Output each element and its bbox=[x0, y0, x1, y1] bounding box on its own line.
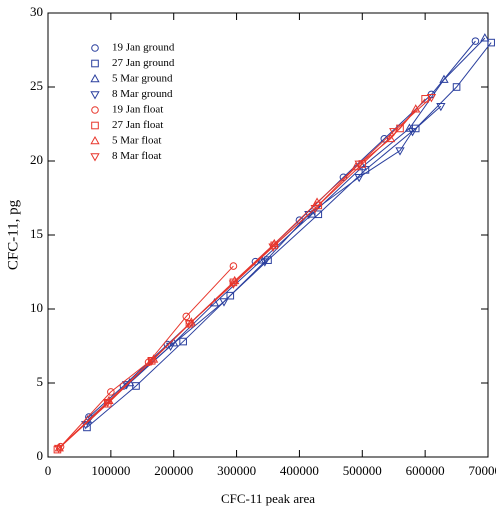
marker bbox=[304, 210, 314, 220]
marker bbox=[389, 128, 399, 137]
marker bbox=[226, 291, 235, 300]
marker bbox=[436, 102, 446, 112]
legend-label: 5 Mar float bbox=[112, 135, 161, 147]
marker bbox=[147, 357, 157, 366]
x-tick-label: 400000 bbox=[280, 463, 319, 478]
x-tick-label: 700000 bbox=[469, 463, 496, 478]
marker bbox=[228, 280, 239, 289]
legend-label: 19 Jan float bbox=[112, 104, 163, 116]
x-tick-label: 500000 bbox=[343, 463, 382, 478]
marker bbox=[439, 74, 449, 83]
legend: 19 Jan ground 27 Jan ground 5 Mar ground 8 … bbox=[90, 42, 175, 162]
legend-marker bbox=[90, 91, 100, 100]
marker bbox=[452, 83, 461, 91]
legend-marker bbox=[90, 135, 100, 145]
legend-label: 8 Mar ground bbox=[112, 88, 173, 100]
series-line bbox=[86, 42, 492, 428]
marker bbox=[184, 320, 195, 329]
marker bbox=[268, 243, 278, 252]
marker bbox=[426, 94, 437, 103]
marker bbox=[179, 337, 187, 346]
marker bbox=[83, 423, 91, 432]
marker bbox=[407, 128, 418, 137]
x-tick-label: 100000 bbox=[91, 463, 130, 478]
marker bbox=[354, 160, 364, 169]
marker bbox=[229, 262, 238, 270]
marker bbox=[339, 173, 348, 182]
marker bbox=[487, 38, 495, 47]
legend-marker bbox=[91, 44, 99, 52]
x-axis-label: CFC-11 peak area bbox=[221, 491, 315, 506]
marker bbox=[471, 37, 480, 45]
y-tick-label: 15 bbox=[30, 226, 43, 241]
legend-label: 8 Mar float bbox=[112, 150, 161, 162]
series-line bbox=[58, 96, 432, 449]
legend-marker bbox=[91, 59, 99, 68]
y-tick-label: 0 bbox=[37, 448, 44, 463]
x-tick-label: 300000 bbox=[217, 463, 256, 478]
legend-label: 27 Jan ground bbox=[112, 57, 175, 69]
legend-marker bbox=[90, 73, 100, 83]
marker bbox=[107, 388, 115, 396]
y-tick-label: 5 bbox=[37, 374, 44, 389]
legend-label: 5 Mar ground bbox=[112, 73, 173, 85]
marker bbox=[421, 95, 429, 103]
marker bbox=[182, 312, 191, 321]
marker bbox=[125, 377, 135, 387]
legend-marker bbox=[91, 106, 99, 114]
marker bbox=[103, 398, 113, 408]
y-axis-label: CFC-11, pg bbox=[5, 199, 21, 270]
marker bbox=[404, 123, 415, 132]
marker bbox=[53, 445, 62, 454]
x-tick-label: 0 bbox=[45, 463, 52, 478]
marker bbox=[314, 210, 323, 219]
y-tick-label: 25 bbox=[30, 78, 43, 93]
x-tick-label: 600000 bbox=[406, 463, 445, 478]
legend-marker bbox=[91, 121, 99, 130]
marker bbox=[395, 147, 405, 156]
marker bbox=[260, 258, 270, 267]
x-tick-label: 200000 bbox=[154, 463, 193, 478]
marker bbox=[354, 173, 364, 183]
marker bbox=[385, 133, 396, 143]
marker bbox=[54, 444, 64, 454]
marker bbox=[219, 298, 229, 307]
y-tick-label: 20 bbox=[30, 152, 43, 167]
marker bbox=[310, 205, 320, 214]
marker bbox=[264, 256, 272, 264]
marker bbox=[480, 33, 490, 42]
marker bbox=[380, 135, 389, 143]
legend-label: 19 Jan ground bbox=[112, 42, 175, 54]
legend-label: 27 Jan float bbox=[112, 119, 163, 131]
y-tick-label: 10 bbox=[30, 300, 43, 315]
y-tick-label: 30 bbox=[30, 4, 43, 19]
legend-marker bbox=[90, 153, 100, 162]
marker bbox=[121, 381, 132, 390]
